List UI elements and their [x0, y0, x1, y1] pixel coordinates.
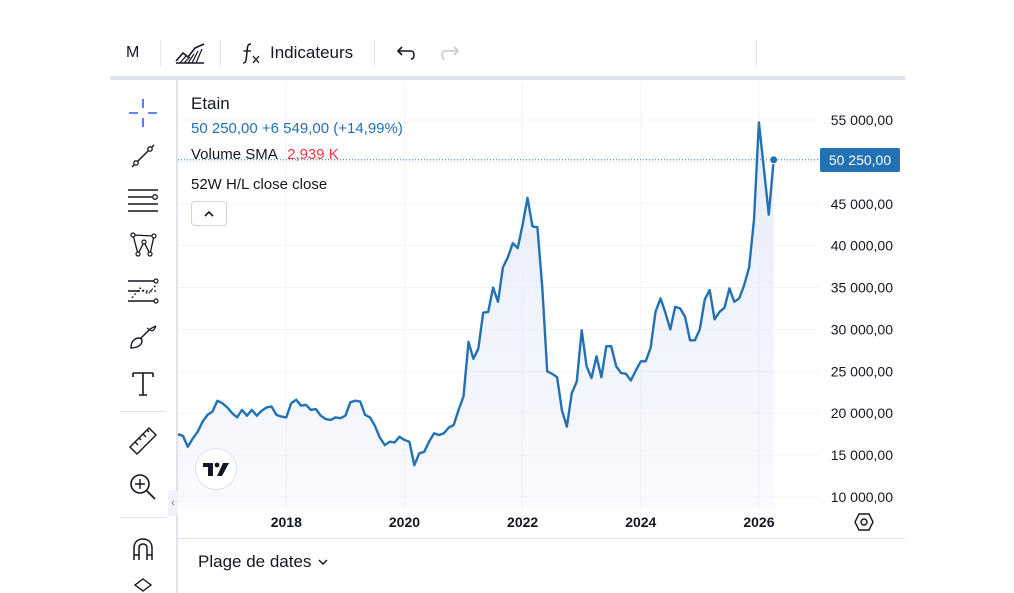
- ruler-button[interactable]: [126, 424, 160, 458]
- price-line: [177, 121, 775, 467]
- volume-sma-legend[interactable]: Volume SMA 2,939 K: [191, 146, 339, 163]
- magnet-icon: [133, 538, 153, 560]
- indicators-button[interactable]: Indicateurs: [240, 32, 353, 74]
- chevron-up-icon: [204, 210, 214, 217]
- toolbar-separator: [374, 40, 375, 66]
- volume-sma-value: 2,939 K: [287, 146, 339, 163]
- hl-indicator-legend[interactable]: 52W H/L close close: [191, 176, 328, 193]
- brush-button[interactable]: [126, 320, 160, 354]
- x-tick-label: 2018: [271, 514, 302, 530]
- chart-style-icon: [175, 43, 205, 64]
- toolbar-separator: [756, 40, 757, 66]
- zoom-icon: [130, 474, 156, 500]
- date-range-label: Plage de dates: [198, 552, 312, 571]
- collapse-chevron-icon: ‹: [171, 497, 175, 509]
- zoom-button[interactable]: [126, 470, 160, 504]
- current-price-label: 50 250,00: [820, 148, 900, 172]
- price-readout: 50 250,00 +6 549,00 (+14,99%): [191, 120, 403, 137]
- y-tick-label: 40 000,00: [831, 238, 893, 254]
- prediction-icon: [128, 278, 159, 304]
- magnet-button[interactable]: [126, 532, 160, 566]
- toolbar-border: [176, 80, 178, 593]
- crosshair-button[interactable]: [126, 96, 160, 130]
- fib-icon: [128, 189, 158, 212]
- area-layer: [177, 121, 820, 508]
- volume-sma-label: Volume SMA: [191, 146, 277, 163]
- y-tick-label: 25 000,00: [831, 363, 893, 379]
- price-change: +6 549,00: [261, 120, 330, 137]
- undo-icon: [396, 46, 415, 60]
- trend-line-icon: [131, 144, 155, 168]
- axis-settings-button[interactable]: [853, 511, 875, 533]
- tradingview-logo-icon: [203, 462, 229, 476]
- y-tick-label: 45 000,00: [831, 196, 893, 212]
- text-button[interactable]: [126, 366, 160, 400]
- last-price: 50 250,00: [191, 120, 258, 137]
- trend-line-button[interactable]: [126, 139, 160, 173]
- y-tick-label: 10 000,00: [831, 489, 893, 505]
- y-tick-label: 15 000,00: [831, 447, 893, 463]
- undo-button[interactable]: [394, 32, 416, 74]
- last-price-dot: [769, 155, 779, 165]
- indicators-label: Indicateurs: [270, 43, 354, 62]
- pattern-button[interactable]: [126, 228, 160, 262]
- footer-divider: [178, 538, 905, 539]
- function-icon: [242, 43, 260, 64]
- text-icon: [132, 372, 154, 396]
- date-range-button[interactable]: Plage de dates: [198, 552, 329, 572]
- collapse-toolbar-button[interactable]: ‹: [168, 490, 178, 516]
- y-tick-label: 30 000,00: [831, 321, 893, 337]
- y-tick-label: 20 000,00: [831, 405, 893, 421]
- toolbar-divider: [110, 76, 905, 80]
- fib-button[interactable]: [126, 183, 160, 217]
- lock-icon: [133, 578, 153, 592]
- y-tick-label: 35 000,00: [831, 280, 893, 296]
- toolbar-separator: [220, 40, 221, 66]
- interval-button[interactable]: M: [126, 44, 140, 61]
- settings-icon: [854, 513, 874, 531]
- brush-icon: [130, 325, 157, 349]
- toolbar-separator: [160, 40, 161, 66]
- crosshair-icon: [129, 99, 157, 127]
- chart-style-button[interactable]: [174, 32, 206, 74]
- x-tick-label: 2020: [389, 514, 420, 530]
- more-tools-button[interactable]: [126, 576, 160, 593]
- top-toolbar: M Indicateurs: [110, 32, 905, 74]
- ruler-icon: [129, 427, 157, 455]
- drawing-toolbar: [110, 80, 176, 593]
- x-axis: 2018 2020 2022 2024 2026: [271, 514, 775, 530]
- tradingview-logo[interactable]: [195, 448, 237, 490]
- collapse-legend-button[interactable]: [191, 201, 227, 226]
- chevron-down-icon: [318, 559, 328, 566]
- area-fill: [178, 122, 774, 508]
- toolbar-separator: [120, 411, 166, 412]
- y-tick-label: 55 000,00: [831, 112, 893, 128]
- toolbar-separator: [120, 517, 166, 518]
- price-change-pct: (+14,99%): [333, 120, 403, 137]
- redo-button[interactable]: [440, 32, 462, 74]
- symbol-title[interactable]: Etain: [191, 94, 230, 113]
- x-tick-label: 2022: [507, 514, 538, 530]
- x-tick-label: 2026: [743, 514, 774, 530]
- prediction-button[interactable]: [126, 274, 160, 308]
- x-tick-label: 2024: [625, 514, 656, 530]
- pattern-icon: [130, 232, 157, 257]
- redo-icon: [441, 46, 460, 60]
